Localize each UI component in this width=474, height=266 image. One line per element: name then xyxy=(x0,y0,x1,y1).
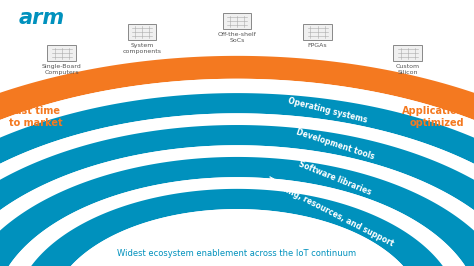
Polygon shape xyxy=(0,93,474,266)
Text: System
components: System components xyxy=(123,43,162,54)
Text: Custom
Silicon: Custom Silicon xyxy=(396,64,419,75)
Text: arm: arm xyxy=(19,8,65,28)
FancyBboxPatch shape xyxy=(47,45,76,61)
Text: Fast time
to market: Fast time to market xyxy=(9,106,63,128)
Polygon shape xyxy=(0,56,474,266)
FancyBboxPatch shape xyxy=(393,45,422,61)
Text: FPGAs: FPGAs xyxy=(308,43,328,48)
Polygon shape xyxy=(0,125,474,266)
Text: Application
optimized: Application optimized xyxy=(402,106,465,128)
FancyBboxPatch shape xyxy=(223,13,251,29)
Text: Development tools: Development tools xyxy=(295,127,375,161)
FancyBboxPatch shape xyxy=(128,24,156,40)
Polygon shape xyxy=(0,79,474,266)
Text: Off-the-shelf
SoCs: Off-the-shelf SoCs xyxy=(218,32,256,43)
Text: Single-Board
Computers: Single-Board Computers xyxy=(42,64,82,75)
Polygon shape xyxy=(51,209,423,266)
Polygon shape xyxy=(0,113,474,266)
Text: Operating systems: Operating systems xyxy=(287,96,368,124)
Text: Software libraries: Software libraries xyxy=(297,160,372,197)
Polygon shape xyxy=(15,189,459,266)
FancyBboxPatch shape xyxy=(303,24,332,40)
Text: Widest ecosystem enablement across the IoT continuum: Widest ecosystem enablement across the I… xyxy=(118,249,356,258)
Polygon shape xyxy=(0,145,474,266)
Polygon shape xyxy=(0,157,474,266)
Text: Training, resources, and support: Training, resources, and support xyxy=(264,176,394,248)
Polygon shape xyxy=(0,177,474,266)
